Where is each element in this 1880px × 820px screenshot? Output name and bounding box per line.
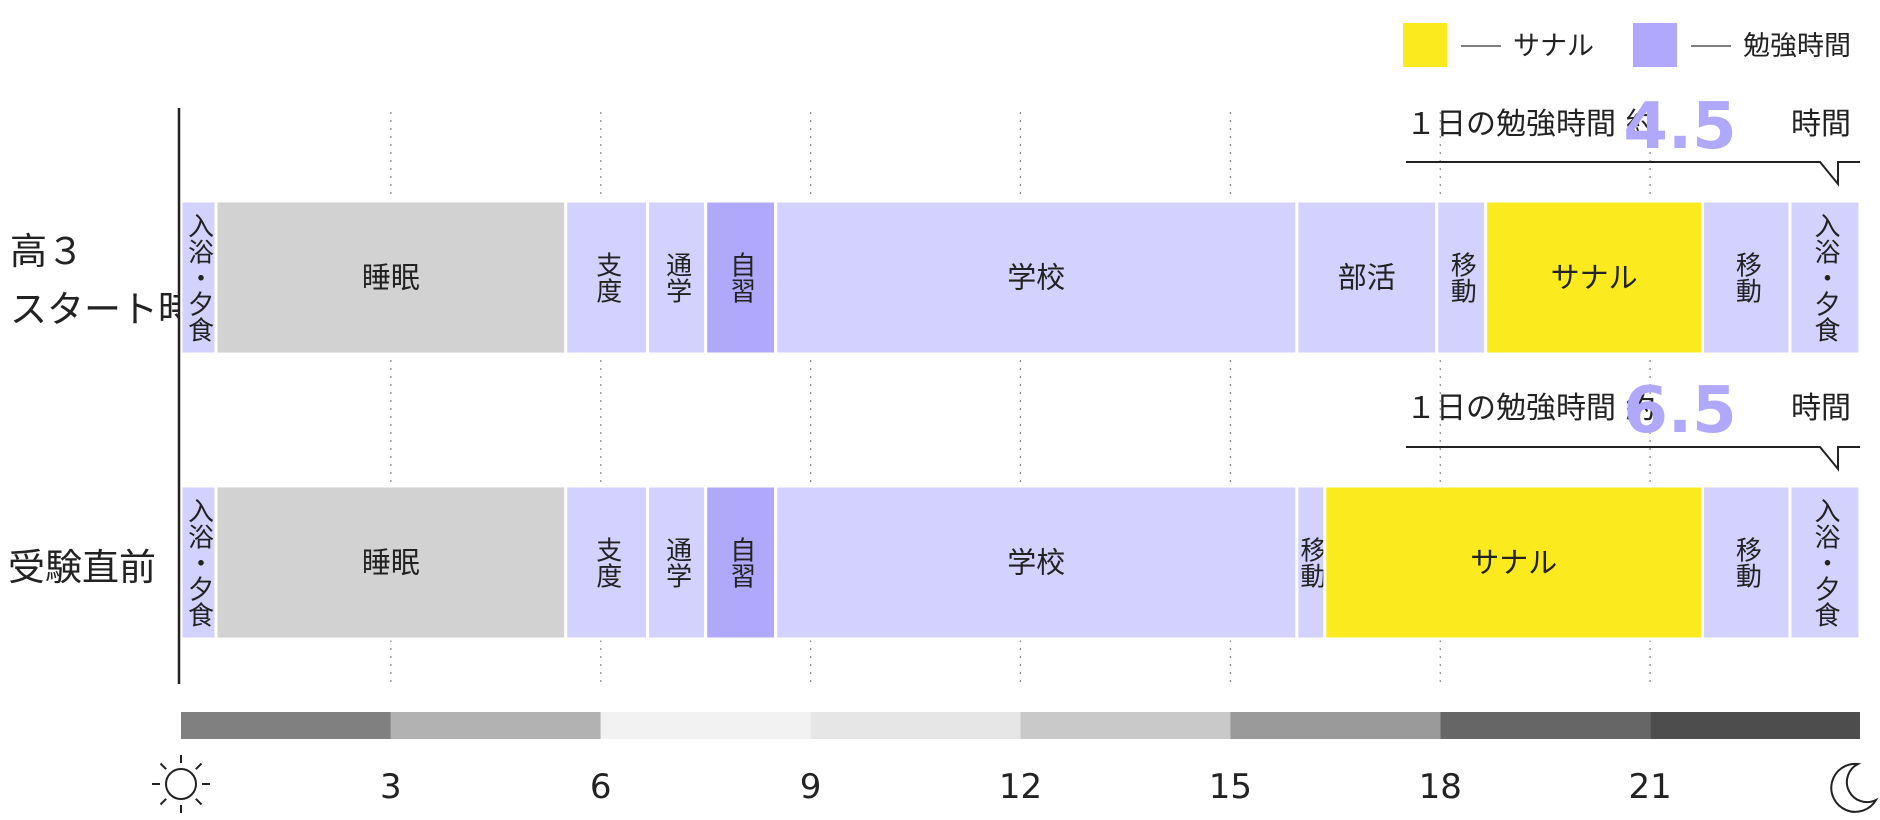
segment-label: 入浴・夕食 bbox=[1810, 498, 1840, 628]
segment-label: 入浴・夕食 bbox=[1810, 213, 1840, 343]
segment-bar bbox=[1484, 199, 1705, 356]
study-time-label: １日の勉強時間 約 bbox=[1406, 391, 1656, 426]
study-time-unit: 時間 bbox=[1791, 391, 1851, 426]
segment-bar bbox=[564, 199, 650, 356]
segment-label: 睡眠 bbox=[362, 546, 420, 580]
legend: サナル 勉強時間 bbox=[1403, 23, 1851, 67]
legend-swatch bbox=[1633, 23, 1677, 67]
study-callout bbox=[1406, 161, 1860, 187]
study-time-value: 4.5 bbox=[1623, 90, 1736, 164]
segment-label: 通学 bbox=[662, 252, 692, 304]
segment-label: サナル bbox=[1470, 546, 1557, 580]
segment-label: 学校 bbox=[1007, 546, 1065, 580]
time-axis: 3 6 9 12 15 18 21 bbox=[152, 108, 1879, 813]
legend-label: 勉強時間 bbox=[1743, 31, 1851, 62]
time-band-segment bbox=[1230, 712, 1441, 739]
segment-label: 自習 bbox=[726, 536, 756, 588]
legend-swatch bbox=[1403, 23, 1447, 67]
segment-bar bbox=[774, 199, 1299, 356]
segment-bar bbox=[1295, 199, 1439, 356]
row-label: 受験直前 bbox=[8, 546, 156, 589]
segment-bar bbox=[774, 484, 1299, 641]
segment-label: 入浴・夕食 bbox=[183, 213, 213, 343]
x-tick-label: 15 bbox=[1209, 767, 1252, 807]
segment-bar bbox=[704, 484, 778, 641]
segment-label: 支度 bbox=[592, 251, 622, 303]
segment-label: サナル bbox=[1551, 261, 1638, 295]
segment-label: 移動 bbox=[1296, 536, 1326, 588]
study-time-label: １日の勉強時間 約 bbox=[1406, 107, 1656, 142]
study-time-value: 6.5 bbox=[1623, 374, 1736, 448]
segment-bar bbox=[179, 484, 218, 641]
segment-bar bbox=[646, 484, 708, 641]
time-band-segment bbox=[600, 712, 811, 739]
segment-bar bbox=[1788, 484, 1862, 641]
x-tick-label: 3 bbox=[380, 767, 402, 807]
legend-label: サナル bbox=[1513, 31, 1594, 62]
x-tick-label: 9 bbox=[800, 767, 822, 807]
time-band-segment bbox=[1020, 712, 1231, 739]
segment-label: 自習 bbox=[726, 251, 756, 303]
x-tick-label: 6 bbox=[590, 767, 612, 807]
segment-bar bbox=[646, 199, 708, 356]
study-time-unit: 時間 bbox=[1791, 107, 1851, 142]
x-tick-label: 18 bbox=[1419, 767, 1462, 807]
segment-label: 部活 bbox=[1338, 261, 1396, 295]
time-band-segment bbox=[390, 712, 601, 739]
time-band-segment bbox=[810, 712, 1021, 739]
row-label: 高３ bbox=[10, 230, 84, 273]
x-tick-label: 12 bbox=[999, 767, 1042, 807]
segment-label: 睡眠 bbox=[362, 261, 420, 295]
time-band-segment bbox=[1650, 712, 1860, 739]
segment-bar bbox=[1788, 199, 1862, 356]
x-tick-label: 21 bbox=[1628, 767, 1671, 807]
segment-bar bbox=[214, 484, 568, 641]
time-band-segment bbox=[181, 712, 391, 739]
segment-label: 移動 bbox=[1446, 251, 1476, 303]
segment-label: 入浴・夕食 bbox=[183, 498, 213, 628]
segment-label: 移動 bbox=[1731, 251, 1761, 303]
segment-bar bbox=[1435, 199, 1488, 356]
moon-icon bbox=[1830, 762, 1879, 813]
segment-label: 移動 bbox=[1731, 536, 1761, 588]
study-callout bbox=[1406, 446, 1860, 472]
segment-label: 支度 bbox=[592, 536, 622, 588]
segment-bar bbox=[1701, 199, 1792, 356]
row-label: スタート時 bbox=[10, 288, 195, 331]
time-band-segment bbox=[1440, 712, 1651, 739]
segment-bar bbox=[564, 484, 650, 641]
segment-bar bbox=[1701, 484, 1792, 641]
segment-bar bbox=[214, 199, 568, 356]
segment-label: 学校 bbox=[1007, 261, 1065, 295]
sun-icon bbox=[152, 755, 210, 813]
segment-label: 通学 bbox=[662, 537, 692, 589]
